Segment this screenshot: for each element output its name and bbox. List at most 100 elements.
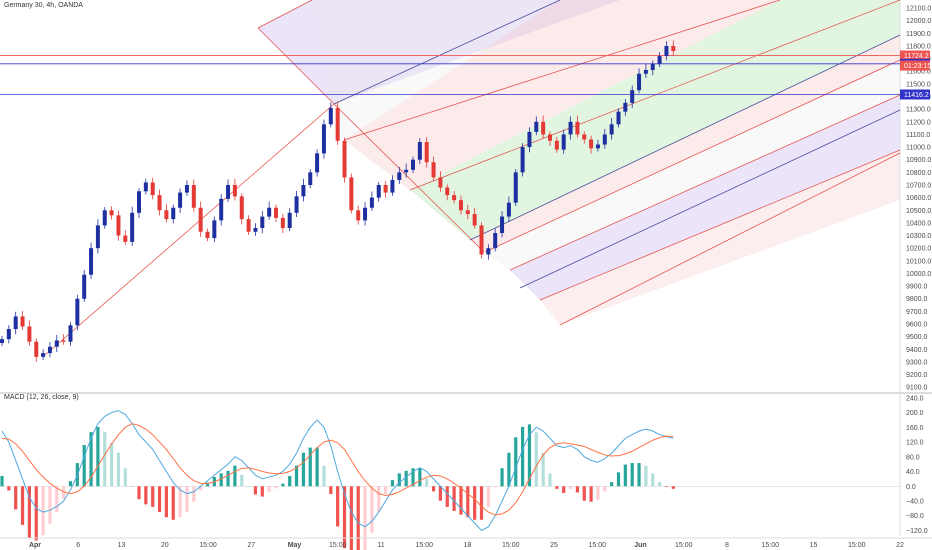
- macd-histogram-bar: [68, 481, 73, 487]
- price-axis-tick: 10000.0: [906, 271, 931, 278]
- candle-body: [486, 248, 491, 255]
- candle-body: [493, 233, 498, 249]
- candle-body: [376, 184, 381, 198]
- macd-histogram-bar: [192, 486, 196, 502]
- candle-body: [13, 316, 18, 330]
- candle-body: [328, 107, 333, 125]
- candle-body: [184, 184, 189, 193]
- price-axis-tick: 9800.0: [906, 296, 928, 303]
- candle-body: [363, 207, 368, 221]
- candle-body: [123, 235, 128, 242]
- pitchfork-line: [257, 27, 335, 105]
- time-axis-tick: 18: [464, 542, 472, 549]
- pitchfork-fill-layer: [258, 0, 900, 325]
- macd-histogram-bar: [20, 486, 25, 525]
- candle-body: [308, 172, 313, 185]
- price-axis-tick: 10500.0: [906, 208, 931, 215]
- price-axis-tick: 9100.0: [906, 385, 928, 392]
- time-axis-tick: 11: [377, 542, 384, 549]
- candle-body: [602, 134, 607, 145]
- time-axis-tick: 27: [247, 542, 255, 549]
- time-axis-tick: 15:00: [675, 542, 693, 549]
- macd-histogram-bar: [664, 486, 669, 487]
- price-axis-tick: 9500.0: [906, 334, 928, 341]
- macd-axis-tick: 240.0: [906, 395, 924, 402]
- macd-histogram-bar: [568, 486, 573, 489]
- macd-histogram-bar: [123, 468, 127, 487]
- candle-body: [465, 210, 470, 215]
- macd-histogram-bar: [253, 486, 258, 495]
- price-axis-tick: 11100.0: [906, 132, 930, 139]
- macd-histogram-bar: [486, 486, 490, 507]
- macd-histogram-bar: [41, 486, 45, 536]
- price-axis-tick: 11300.0: [906, 107, 931, 114]
- candle-body: [157, 195, 162, 211]
- candle-body: [226, 184, 231, 199]
- macd-axis-tick: 0.0: [906, 484, 916, 491]
- macd-histogram-bar: [651, 473, 655, 487]
- candle-body: [458, 200, 463, 211]
- candle-body: [431, 162, 436, 178]
- macd-histogram-bar: [589, 486, 593, 502]
- fork-band: [258, 0, 620, 104]
- candle-body: [568, 121, 573, 135]
- candle-body: [561, 134, 566, 150]
- candle-body: [643, 69, 648, 74]
- macd-histogram-bar: [534, 432, 538, 487]
- candle-body: [191, 184, 196, 208]
- candle-body: [301, 184, 306, 197]
- candle-body: [445, 187, 450, 196]
- macd-histogram-bar: [89, 432, 93, 487]
- pitchfork-line: [469, 34, 901, 241]
- macd-histogram-bar: [233, 465, 237, 487]
- price-axis-tick: 10600.0: [906, 195, 931, 202]
- macd-histogram-bar: [514, 437, 518, 487]
- macd-histogram-bar: [342, 486, 347, 549]
- price-axis-tick: 11600.0: [906, 69, 931, 76]
- candle-body: [520, 147, 525, 173]
- candle-body: [75, 298, 80, 326]
- macd-histogram-bar: [418, 468, 422, 487]
- macd-histogram-bar: [62, 486, 66, 500]
- pitchfork-line: [333, 0, 561, 105]
- fork-band: [485, 60, 900, 270]
- candle-body: [527, 131, 532, 148]
- macd-histogram-bar: [130, 486, 134, 487]
- candle-body: [479, 225, 484, 255]
- price-axis-tick: 11800.0: [906, 43, 931, 50]
- candle-body: [390, 179, 395, 193]
- macd-axis-tick: 160.0: [906, 425, 924, 432]
- time-axis-tick: 15:00: [329, 542, 347, 549]
- fork-band: [312, 0, 560, 140]
- price-axis-tick: 10300.0: [906, 233, 931, 240]
- candle-body: [411, 159, 415, 170]
- candle-body: [424, 142, 429, 163]
- candle-body: [89, 248, 94, 275]
- macd-histogram-bar: [603, 486, 607, 492]
- macd-histogram-bar: [356, 486, 360, 550]
- candle-body: [397, 172, 402, 180]
- candle-body: [232, 184, 237, 197]
- time-axis-tick: 20: [161, 542, 169, 549]
- macd-title: MACD (12, 26, close, 9): [4, 394, 79, 401]
- time-axis-tick: 15:00: [761, 542, 779, 549]
- candle-body: [575, 121, 580, 135]
- candle-body: [164, 210, 169, 220]
- time-axis-tick: 6: [76, 542, 80, 549]
- candle-body: [548, 134, 552, 141]
- candle-body: [321, 124, 326, 154]
- macd-histogram-bar: [582, 486, 586, 501]
- price-axis-tick: 10400.0: [906, 220, 931, 227]
- candle-body: [82, 274, 87, 299]
- macd-histogram-bar: [205, 482, 210, 487]
- macd-histogram-bar: [116, 452, 121, 487]
- candle-body: [315, 153, 320, 173]
- price-axis-tick: 10900.0: [906, 157, 931, 164]
- macd-axis-tick: −80.0: [906, 513, 924, 520]
- candle-body: [61, 340, 66, 342]
- candle-body: [54, 340, 59, 347]
- macd-histogram-bar: [178, 486, 182, 518]
- candle-body: [287, 212, 292, 228]
- candle-body: [356, 210, 361, 221]
- candle-body: [260, 216, 265, 228]
